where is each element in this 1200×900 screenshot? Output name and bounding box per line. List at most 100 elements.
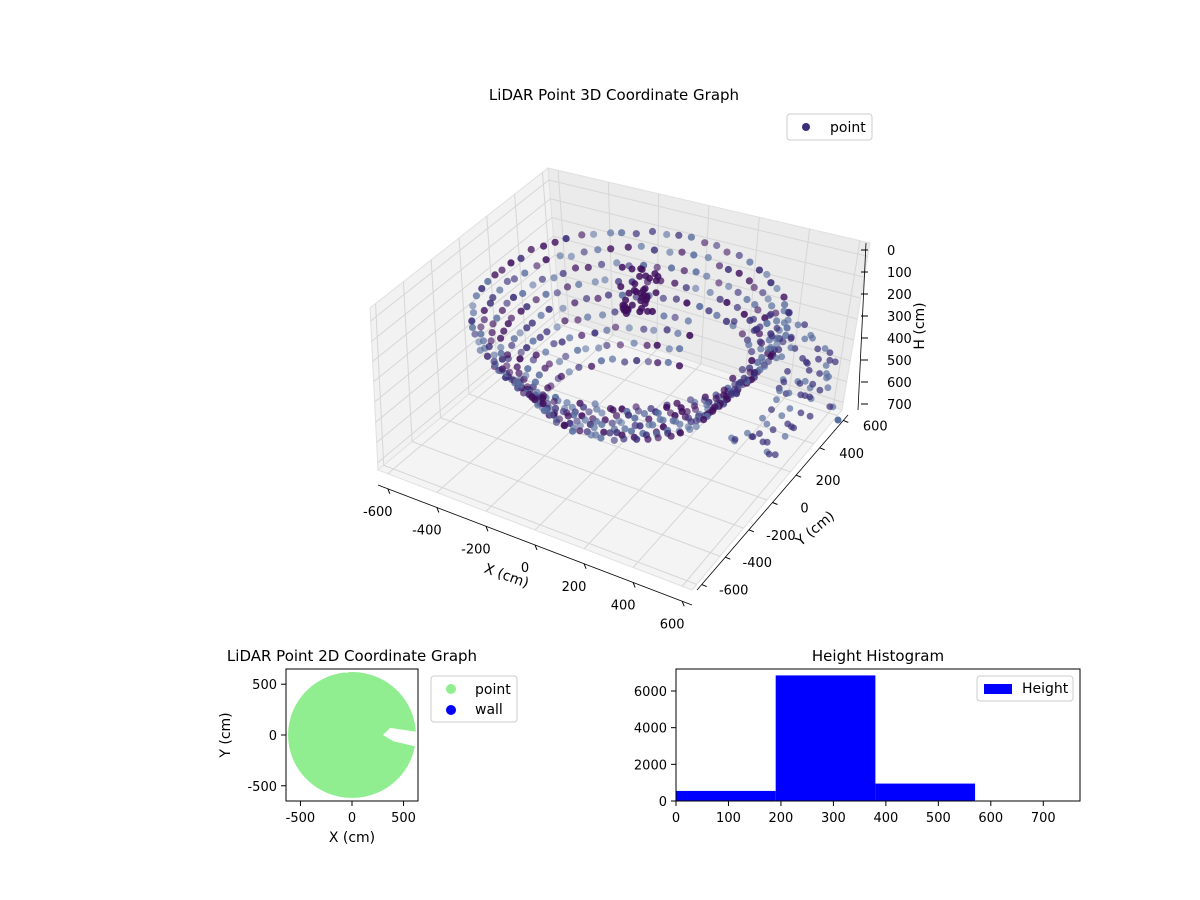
point-3d	[517, 348, 525, 356]
point-3d	[814, 345, 822, 353]
point-3d	[763, 420, 771, 428]
point-3d	[569, 427, 577, 435]
point-3d	[637, 242, 645, 250]
point-3d	[540, 392, 548, 400]
point-3d	[783, 324, 791, 332]
point-3d	[663, 326, 671, 334]
z-tick-label-3d: 100	[887, 266, 912, 281]
point-3d	[624, 411, 633, 419]
point-3d	[758, 354, 766, 362]
point-3d	[652, 289, 660, 297]
point-3d	[477, 330, 485, 338]
point-3d	[780, 293, 788, 301]
point-3d	[606, 429, 614, 437]
point-3d	[543, 407, 551, 415]
point-3d	[755, 266, 764, 274]
chart-3d: LiDAR Point 3D Coordinate Graph -600 -400…	[363, 86, 928, 632]
z-tick-label-3d: 500	[887, 354, 912, 369]
histogram-bars	[676, 675, 1075, 801]
point-3d	[740, 310, 748, 318]
point-3d	[682, 284, 690, 292]
point-3d	[692, 422, 700, 431]
point-3d	[691, 405, 700, 413]
point-3d	[764, 345, 772, 353]
x-tick-label-3d: -200	[461, 542, 491, 557]
x-tick-label-histogram: 600	[978, 811, 1003, 826]
point-3d	[683, 408, 691, 416]
point-3d	[787, 344, 795, 352]
point-3d	[743, 295, 751, 304]
point-3d	[724, 265, 733, 274]
point-3d	[479, 337, 487, 345]
point-3d	[735, 251, 743, 260]
point-3d	[576, 427, 584, 435]
point-3d	[590, 424, 598, 432]
point-3d	[469, 302, 477, 310]
point-3d	[801, 335, 809, 343]
point-3d	[590, 230, 598, 238]
point-3d	[790, 424, 798, 432]
legend-histogram-frame	[976, 675, 1074, 702]
point-3d	[746, 368, 754, 376]
point-3d	[687, 233, 696, 241]
point-3d	[468, 317, 476, 325]
point-3d	[543, 328, 551, 336]
point-3d	[493, 314, 501, 322]
point-3d	[584, 313, 592, 321]
point-3d	[768, 406, 775, 413]
point-3d	[487, 337, 495, 345]
point-3d	[624, 243, 632, 251]
point-3d	[607, 245, 615, 253]
point-3d	[700, 416, 708, 424]
point-3d	[545, 305, 553, 313]
point-3d	[738, 366, 747, 374]
point-3d	[612, 323, 620, 331]
point-3d	[604, 291, 613, 299]
point-3d	[785, 309, 793, 317]
point-3d	[592, 417, 600, 425]
point-3d	[630, 339, 638, 347]
point-3d	[768, 302, 776, 310]
point-3d	[471, 330, 479, 338]
point-3d	[533, 262, 541, 270]
point-3d	[735, 269, 743, 277]
gap-2d-top	[339, 669, 357, 674]
point-3d	[489, 320, 497, 328]
point-3d	[720, 391, 728, 399]
y-tick-3d	[843, 420, 849, 423]
point-3d	[508, 341, 516, 350]
chart-2d-title: LiDAR Point 2D Coordinate Graph	[227, 647, 477, 665]
legend-2d-marker-point	[446, 684, 456, 694]
y-tick-3d	[725, 556, 731, 560]
point-3d	[654, 273, 662, 280]
point-3d	[769, 426, 777, 434]
x-tick-3d	[632, 582, 636, 588]
point-3d	[598, 409, 606, 417]
point-3d	[706, 288, 714, 297]
point-3d	[559, 408, 568, 416]
point-3d	[763, 319, 771, 327]
legend-2d: point wall	[430, 675, 518, 723]
point-3d	[489, 294, 497, 302]
grid-line-z	[371, 198, 865, 342]
point-3d	[745, 277, 754, 285]
point-3d	[684, 317, 692, 325]
point-3d	[528, 319, 536, 327]
y-tick-label-histogram: 4000	[634, 722, 667, 737]
x-tick-label-3d: -600	[363, 505, 393, 520]
point-3d	[776, 387, 783, 395]
point-3d	[561, 317, 569, 325]
point-3d	[575, 280, 583, 289]
point-3d	[621, 358, 629, 366]
point-3d	[571, 299, 579, 307]
point-3d	[622, 296, 630, 304]
point-3d	[664, 358, 672, 367]
plot-2d-area	[288, 669, 418, 798]
point-3d	[559, 304, 567, 312]
point-3d	[593, 405, 601, 413]
point-3d	[580, 248, 588, 256]
point-3d	[653, 341, 661, 349]
point-3d	[816, 386, 824, 394]
y-tick-3d	[819, 447, 825, 451]
point-3d	[773, 284, 781, 293]
